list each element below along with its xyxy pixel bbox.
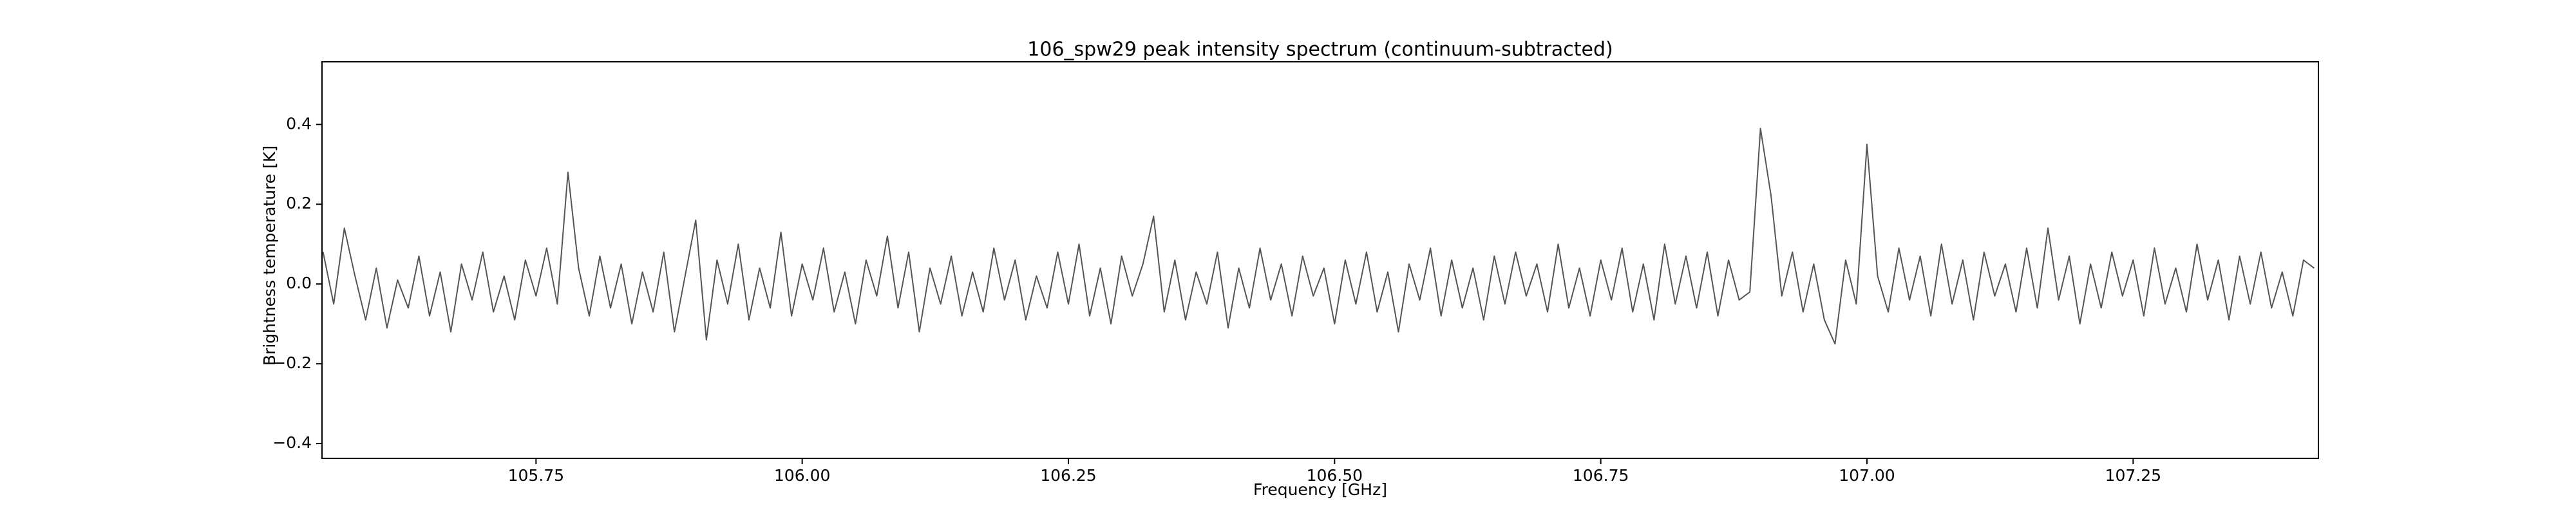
x-tick-label: 106.50	[1307, 466, 1363, 485]
plot-frame	[321, 61, 2319, 459]
x-tick-label: 107.25	[2105, 466, 2161, 485]
x-tick-label: 106.75	[1573, 466, 1629, 485]
x-axis-label: Frequency [GHz]	[1253, 480, 1387, 499]
x-tick-label: 107.00	[1839, 466, 1895, 485]
y-tick-label: −0.2	[272, 353, 312, 372]
y-tick-label: 0.4	[286, 114, 312, 133]
spectrum-line	[322, 127, 2315, 345]
y-axis-label: Brightness temperature [K]	[260, 145, 279, 366]
x-tick-label: 106.25	[1040, 466, 1096, 485]
x-tick-label: 105.75	[508, 466, 564, 485]
chart-title: 106_spw29 peak intensity spectrum (conti…	[1027, 39, 1613, 61]
y-tick-label: −0.4	[272, 433, 312, 452]
y-tick-label: 0.2	[286, 194, 312, 212]
x-tick-label: 106.00	[774, 466, 830, 485]
y-tick-label: 0.0	[286, 274, 312, 292]
